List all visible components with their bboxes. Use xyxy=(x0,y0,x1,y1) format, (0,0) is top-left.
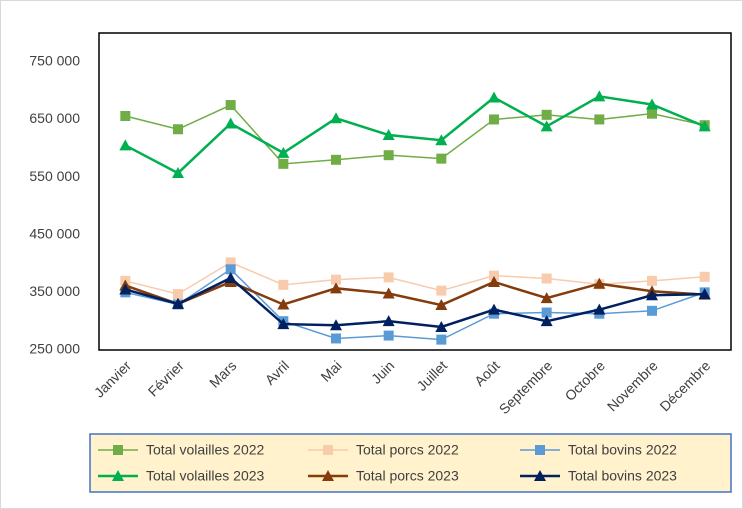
marker xyxy=(646,98,658,110)
legend-marker xyxy=(112,470,124,481)
marker xyxy=(646,289,658,301)
marker xyxy=(173,289,183,300)
marker xyxy=(277,298,290,310)
marker xyxy=(278,158,289,169)
legend-marker xyxy=(534,470,546,481)
marker xyxy=(224,117,237,129)
marker xyxy=(489,114,499,125)
marker xyxy=(119,283,132,295)
marker xyxy=(436,285,447,296)
marker xyxy=(382,287,395,299)
marker xyxy=(119,139,132,151)
legend-label: Total volailles 2022 xyxy=(146,442,265,458)
marker xyxy=(541,109,552,120)
marker xyxy=(277,318,290,330)
series-line xyxy=(125,104,705,165)
marker xyxy=(647,275,657,286)
marker xyxy=(436,153,447,164)
marker xyxy=(593,90,606,102)
legend-symbol xyxy=(322,470,334,481)
marker xyxy=(436,334,447,345)
marker xyxy=(383,330,394,341)
series-line xyxy=(125,276,705,329)
y-tick-label: 750 000 xyxy=(29,53,80,69)
marker xyxy=(172,167,184,179)
marker xyxy=(277,146,290,158)
legend-symbol xyxy=(113,445,123,455)
marker xyxy=(540,315,553,327)
marker xyxy=(383,150,394,161)
legend-label: Total porcs 2022 xyxy=(356,442,459,458)
marker xyxy=(540,292,553,304)
y-tick-label: 550 000 xyxy=(29,168,80,184)
marker xyxy=(330,282,342,294)
marker xyxy=(172,297,184,309)
marker xyxy=(383,272,394,283)
marker xyxy=(698,120,711,132)
plot-area xyxy=(98,32,732,351)
marker xyxy=(120,110,131,121)
series-line xyxy=(124,280,705,307)
marker xyxy=(593,277,606,289)
marker xyxy=(331,154,341,165)
marker xyxy=(647,305,657,316)
marker xyxy=(488,91,500,103)
marker xyxy=(331,274,341,285)
marker xyxy=(278,279,289,290)
marker xyxy=(594,114,605,125)
legend-marker xyxy=(323,445,333,455)
marker xyxy=(435,299,448,311)
legend-label: Total porcs 2023 xyxy=(356,468,459,484)
marker xyxy=(541,307,552,318)
marker xyxy=(647,108,657,119)
legend-marker xyxy=(322,470,334,481)
legend-marker xyxy=(113,445,123,455)
legend-symbol xyxy=(323,445,333,455)
legend-symbol xyxy=(534,470,546,481)
y-tick-label: 450 000 xyxy=(29,225,80,241)
marker xyxy=(435,134,448,146)
marker xyxy=(330,319,342,331)
marker xyxy=(699,271,710,282)
marker xyxy=(488,303,500,315)
marker xyxy=(540,120,553,132)
marker xyxy=(489,270,499,281)
legend-label: Total volailles 2023 xyxy=(146,468,265,484)
marker xyxy=(330,112,342,124)
y-tick-label: 350 000 xyxy=(29,283,80,299)
marker xyxy=(331,333,341,344)
marker xyxy=(225,100,236,111)
series-line xyxy=(125,268,705,341)
legend-label: Total bovins 2023 xyxy=(568,468,677,484)
marker xyxy=(225,257,236,268)
marker xyxy=(173,124,183,135)
marker xyxy=(593,303,606,315)
y-tick-label: 250 000 xyxy=(29,341,80,357)
legend-symbol xyxy=(112,470,124,481)
marker xyxy=(541,273,552,284)
marker xyxy=(224,271,237,283)
marker xyxy=(382,315,395,327)
marker xyxy=(225,264,236,275)
marker xyxy=(488,275,500,287)
y-tick-label: 650 000 xyxy=(29,110,80,126)
marker xyxy=(698,288,711,300)
series-line xyxy=(124,95,706,175)
marker xyxy=(382,129,395,141)
legend-symbol xyxy=(535,445,545,455)
marker xyxy=(435,320,448,332)
legend-label: Total bovins 2022 xyxy=(568,442,677,458)
legend-marker xyxy=(535,445,545,455)
legend-box xyxy=(89,433,732,493)
